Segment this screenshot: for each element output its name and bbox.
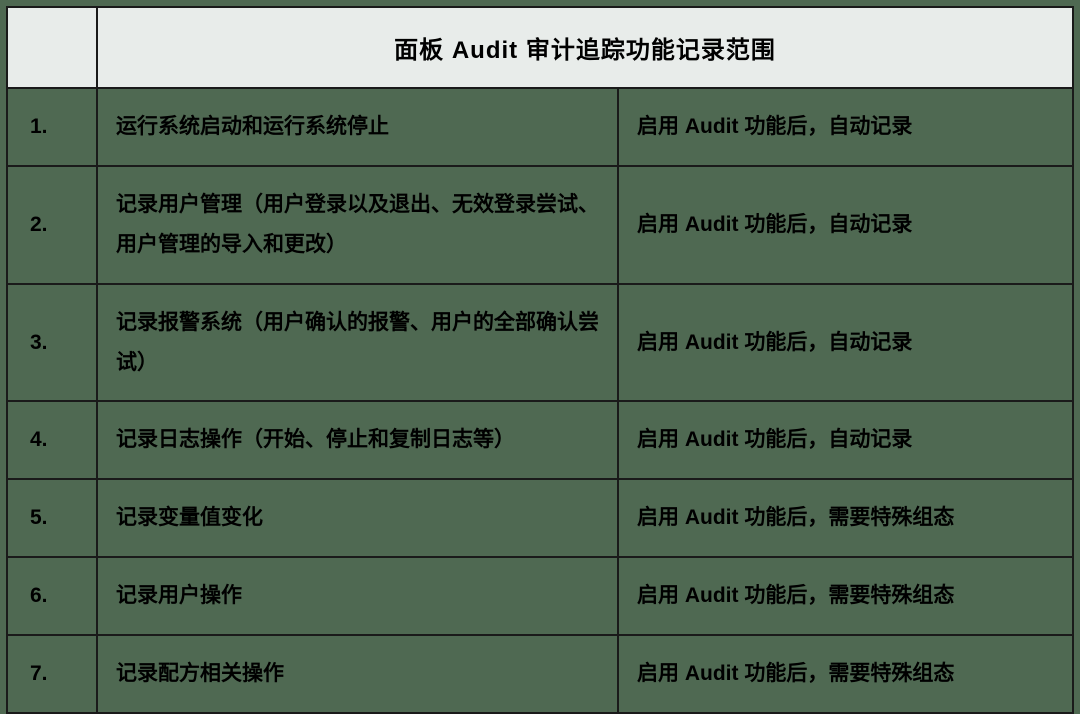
row-description: 记录用户操作: [97, 557, 618, 635]
row-condition: 启用 Audit 功能后，需要特殊组态: [618, 635, 1073, 713]
table-row: 1. 运行系统启动和运行系统停止 启用 Audit 功能后，自动记录: [7, 88, 1073, 166]
row-description: 记录配方相关操作: [97, 635, 618, 713]
audit-scope-table: 面板 Audit 审计追踪功能记录范围 1. 运行系统启动和运行系统停止 启用 …: [6, 6, 1074, 714]
row-number: 4.: [7, 401, 97, 479]
row-number: 6.: [7, 557, 97, 635]
row-number: 7.: [7, 635, 97, 713]
row-condition: 启用 Audit 功能后，需要特殊组态: [618, 479, 1073, 557]
header-corner-cell: [7, 7, 97, 88]
row-condition: 启用 Audit 功能后，自动记录: [618, 166, 1073, 284]
row-condition: 启用 Audit 功能后，自动记录: [618, 284, 1073, 402]
row-condition: 启用 Audit 功能后，需要特殊组态: [618, 557, 1073, 635]
table-row: 2. 记录用户管理（用户登录以及退出、无效登录尝试、用户管理的导入和更改） 启用…: [7, 166, 1073, 284]
header-title-cell: 面板 Audit 审计追踪功能记录范围: [97, 7, 1073, 88]
table-row: 4. 记录日志操作（开始、停止和复制日志等） 启用 Audit 功能后，自动记录: [7, 401, 1073, 479]
table-row: 7. 记录配方相关操作 启用 Audit 功能后，需要特殊组态: [7, 635, 1073, 713]
row-condition: 启用 Audit 功能后，自动记录: [618, 401, 1073, 479]
row-description: 运行系统启动和运行系统停止: [97, 88, 618, 166]
row-description: 记录报警系统（用户确认的报警、用户的全部确认尝试）: [97, 284, 618, 402]
row-description: 记录用户管理（用户登录以及退出、无效登录尝试、用户管理的导入和更改）: [97, 166, 618, 284]
header-title: 面板 Audit 审计追踪功能记录范围: [394, 37, 776, 64]
row-condition: 启用 Audit 功能后，自动记录: [618, 88, 1073, 166]
row-number: 5.: [7, 479, 97, 557]
row-number: 1.: [7, 88, 97, 166]
table-row: 6. 记录用户操作 启用 Audit 功能后，需要特殊组态: [7, 557, 1073, 635]
row-number: 2.: [7, 166, 97, 284]
row-description: 记录日志操作（开始、停止和复制日志等）: [97, 401, 618, 479]
row-description: 记录变量值变化: [97, 479, 618, 557]
table-row: 5. 记录变量值变化 启用 Audit 功能后，需要特殊组态: [7, 479, 1073, 557]
table-header-row: 面板 Audit 审计追踪功能记录范围: [7, 7, 1073, 88]
table-row: 3. 记录报警系统（用户确认的报警、用户的全部确认尝试） 启用 Audit 功能…: [7, 284, 1073, 402]
row-number: 3.: [7, 284, 97, 402]
